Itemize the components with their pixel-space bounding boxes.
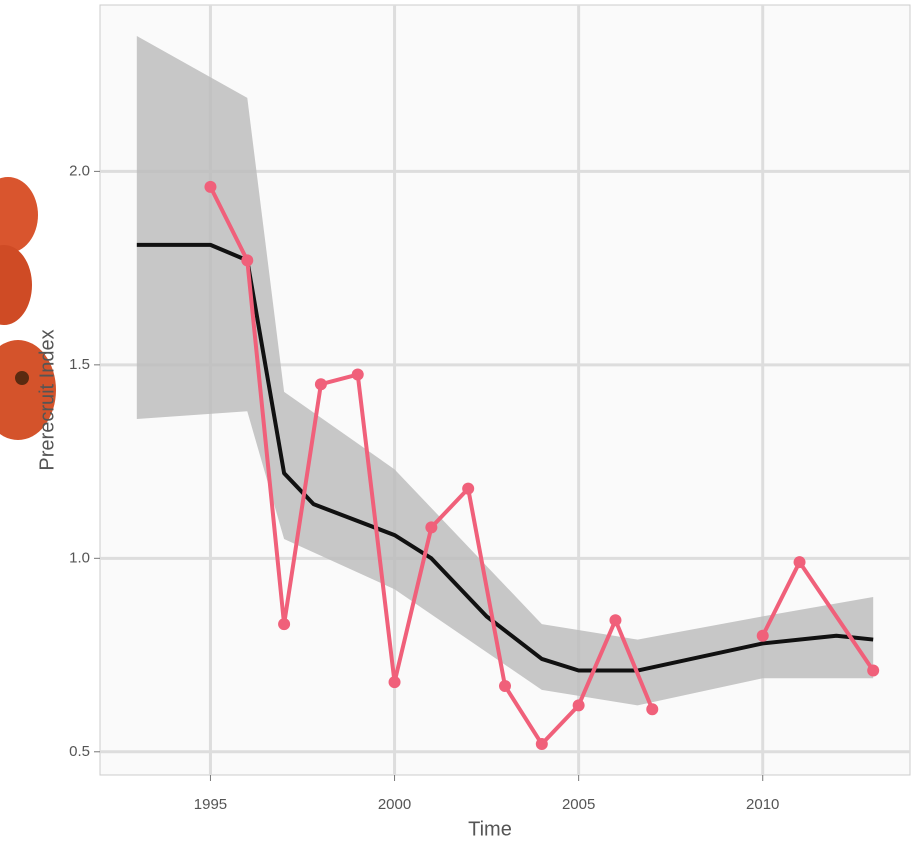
x-tick-label: 1995 xyxy=(194,796,227,813)
data-point xyxy=(646,703,658,715)
x-tick-label: 2010 xyxy=(746,796,779,813)
y-tick-label: 2.0 xyxy=(69,162,90,179)
data-point xyxy=(241,254,253,266)
y-tick-label: 0.5 xyxy=(69,743,90,760)
data-point xyxy=(867,665,879,677)
data-point xyxy=(794,556,806,568)
data-point xyxy=(315,378,327,390)
y-tick-label: 1.0 xyxy=(69,549,90,566)
x-axis-label: Time xyxy=(468,818,512,840)
data-point xyxy=(352,369,364,381)
data-point xyxy=(757,630,769,642)
chart: Time Prerecruit Index 0.5 1.0 1.5 2.0 1995 20… xyxy=(0,0,922,865)
x-tick-label: 2000 xyxy=(378,796,411,813)
data-point xyxy=(536,738,548,750)
data-point xyxy=(609,614,621,626)
data-point xyxy=(462,483,474,495)
data-point xyxy=(278,618,290,630)
data-point xyxy=(389,676,401,688)
data-point xyxy=(425,521,437,533)
data-point xyxy=(499,680,511,692)
data-point xyxy=(204,181,216,193)
y-tick-label: 1.5 xyxy=(69,356,90,373)
data-point xyxy=(573,699,585,711)
x-tick-label: 2005 xyxy=(562,796,595,813)
y-axis-label: Prerecruit Index xyxy=(36,329,58,470)
